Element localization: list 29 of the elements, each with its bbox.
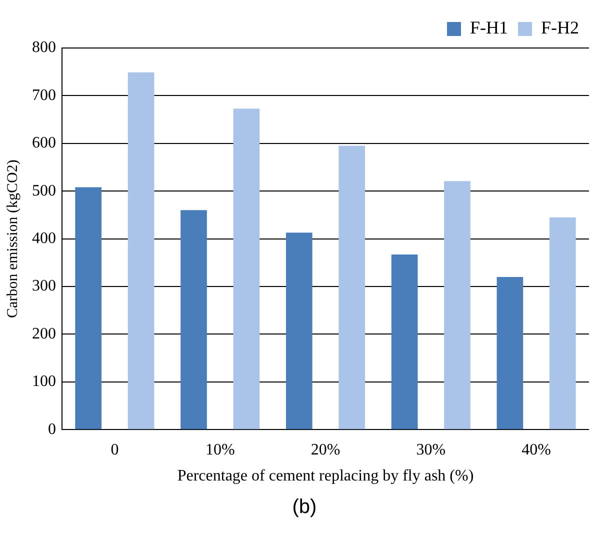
x-tick-label: 20% <box>310 441 340 458</box>
bar <box>233 108 260 430</box>
bar <box>391 254 418 430</box>
y-tick-label: 0 <box>48 420 56 438</box>
y-tick-label: 800 <box>32 39 56 56</box>
y-tick-label: 400 <box>32 230 56 248</box>
bar <box>549 217 576 430</box>
y-tick-label: 100 <box>32 373 56 390</box>
x-tick-label: 10% <box>205 441 235 458</box>
text: (b) <box>291 496 318 519</box>
bar <box>128 72 154 430</box>
bar <box>444 181 470 430</box>
x-tick-label: 0 <box>110 441 119 458</box>
y-tick-label: 200 <box>32 325 56 342</box>
y-tick-label: 600 <box>32 134 56 152</box>
y-tick-label: 700 <box>32 86 56 104</box>
y-tick-label: 300 <box>32 278 56 295</box>
legend-label: F-H2 <box>540 18 580 38</box>
bar <box>338 146 366 430</box>
bar <box>496 276 524 430</box>
bar <box>180 210 207 430</box>
legend-label: F-H1 <box>470 18 508 38</box>
x-tick-label: 40% <box>522 441 551 458</box>
x-tick-label: 30% <box>416 441 446 458</box>
y-axis-title: Carbon emission (kgCO2) <box>4 160 21 318</box>
x-axis-title: Percentage of cement replacing by fly ash (%) <box>177 468 474 485</box>
bar <box>75 187 102 430</box>
bar <box>286 232 312 430</box>
y-tick-label: 500 <box>32 182 56 200</box>
